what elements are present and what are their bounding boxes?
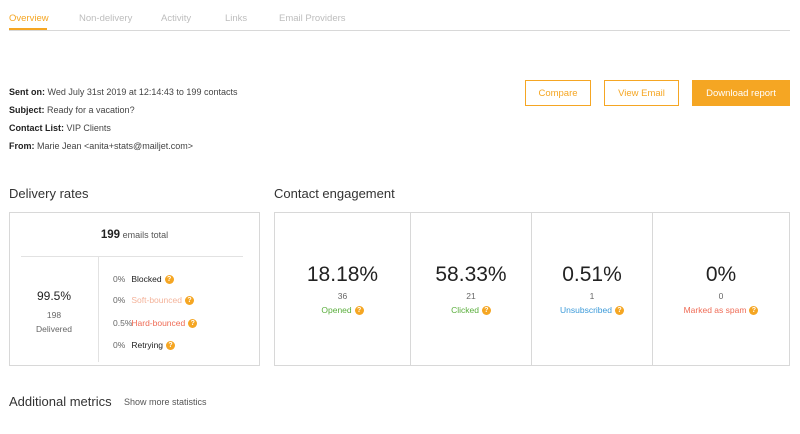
engagement-label: Unsubscribed	[560, 305, 612, 315]
engagement-percent: 0%	[705, 263, 737, 286]
engagement-label: Marked as spam	[683, 305, 747, 315]
engagement-label-line: Opened?	[275, 305, 410, 316]
engagement-percent: 58.33%	[435, 263, 507, 286]
tab-activity[interactable]: Activity	[161, 13, 192, 24]
engagement-card-clicked: 58.33% 21 Clicked?	[410, 212, 532, 366]
help-icon[interactable]: ?	[188, 319, 198, 329]
rate-label: Blocked	[131, 274, 162, 284]
rate-row-hard-bounced: 0.5% Hard-bounced?	[113, 318, 198, 329]
engagement-label-line: Marked as spam?	[653, 305, 789, 316]
sent-on-line: Sent on: Wed July 31st 2019 at 12:14:43 …	[9, 87, 237, 97]
delivered-percent: 99.5%	[36, 289, 72, 303]
delivery-rates-card: 199 emails total 99.5% 198 Delivered 0% …	[9, 212, 260, 366]
engagement-count: 36	[337, 291, 348, 301]
rate-label: Retrying	[131, 340, 164, 350]
from-line: From: Marie Jean <anita+stats@mailjet.co…	[9, 141, 193, 151]
active-tab-indicator	[9, 28, 47, 30]
rate-label: Hard-bounced	[131, 318, 186, 328]
help-icon[interactable]: ?	[166, 341, 176, 351]
compare-button[interactable]: Compare	[525, 80, 591, 106]
divider	[98, 256, 99, 362]
contact-list-line: Contact List: VIP Clients	[9, 123, 111, 133]
engagement-percent: 18.18%	[306, 263, 379, 286]
download-report-button[interactable]: Download report	[692, 80, 790, 106]
sent-on-value: Wed July 31st 2019 at 12:14:43 to 199 co…	[45, 87, 238, 97]
engagement-card-marked-as-spam: 0% 0 Marked as spam?	[652, 212, 790, 366]
engagement-label-line: Unsubscribed?	[532, 305, 652, 316]
engagement-count: 21	[466, 291, 476, 301]
engagement-label-line: Clicked?	[411, 305, 531, 316]
divider	[21, 256, 243, 257]
engagement-label: Clicked	[451, 305, 479, 315]
from-label: From:	[9, 141, 35, 151]
engagement-label: Opened	[321, 305, 352, 315]
help-icon[interactable]: ?	[614, 306, 624, 316]
engagement-percent: 0.51%	[562, 263, 622, 286]
emails-total-label: emails total	[122, 230, 169, 240]
engagement-card-opened: 18.18% 36 Opened?	[274, 212, 411, 366]
delivery-rates-title: Delivery rates	[9, 186, 89, 201]
delivered-count: 198	[46, 310, 62, 320]
rate-row-soft-bounced: 0% Soft-bounced?	[113, 295, 194, 306]
engagement-count: 0	[718, 291, 724, 301]
help-icon[interactable]: ?	[184, 296, 194, 306]
subject-value: Ready for a vacation?	[44, 105, 135, 115]
contact-list-label: Contact List:	[9, 123, 64, 133]
rate-percent: 0%	[113, 295, 126, 305]
subject-line: Subject: Ready for a vacation?	[9, 105, 135, 115]
help-icon[interactable]: ?	[749, 306, 759, 316]
emails-total-count: 199	[100, 229, 121, 241]
tab-email-providers[interactable]: Email Providers	[279, 13, 346, 24]
rate-row-blocked: 0% Blocked?	[113, 274, 174, 285]
rate-label: Soft-bounced	[131, 295, 182, 305]
tab-overview[interactable]: Overview	[9, 13, 49, 24]
from-value: Marie Jean <anita+stats@mailjet.com>	[34, 141, 193, 151]
help-icon[interactable]: ?	[354, 306, 364, 316]
tab-bar: Overview Non-delivery Activity Links Ema…	[9, 0, 790, 31]
view-email-button[interactable]: View Email	[604, 80, 679, 106]
additional-metrics-title: Additional metrics	[9, 394, 112, 409]
tab-non-delivery[interactable]: Non-delivery	[79, 13, 133, 24]
subject-label: Subject:	[9, 105, 45, 115]
engagement-card-unsubscribed: 0.51% 1 Unsubscribed?	[531, 212, 653, 366]
delivered-label: Delivered	[36, 324, 72, 334]
rate-row-retrying: 0% Retrying?	[113, 340, 176, 351]
sent-on-label: Sent on:	[9, 87, 45, 97]
rate-percent: 0%	[113, 274, 126, 284]
show-more-statistics-link[interactable]: Show more statistics	[124, 397, 207, 407]
emails-total: 199 emails total	[10, 229, 259, 241]
help-icon[interactable]: ?	[481, 306, 491, 316]
rate-percent: 0%	[113, 340, 126, 350]
contact-list-value: VIP Clients	[64, 123, 111, 133]
rate-percent: 0.5%	[113, 318, 133, 328]
engagement-count: 1	[589, 291, 595, 301]
help-icon[interactable]: ?	[164, 275, 174, 285]
contact-engagement-title: Contact engagement	[274, 186, 395, 201]
tab-links[interactable]: Links	[225, 13, 248, 24]
